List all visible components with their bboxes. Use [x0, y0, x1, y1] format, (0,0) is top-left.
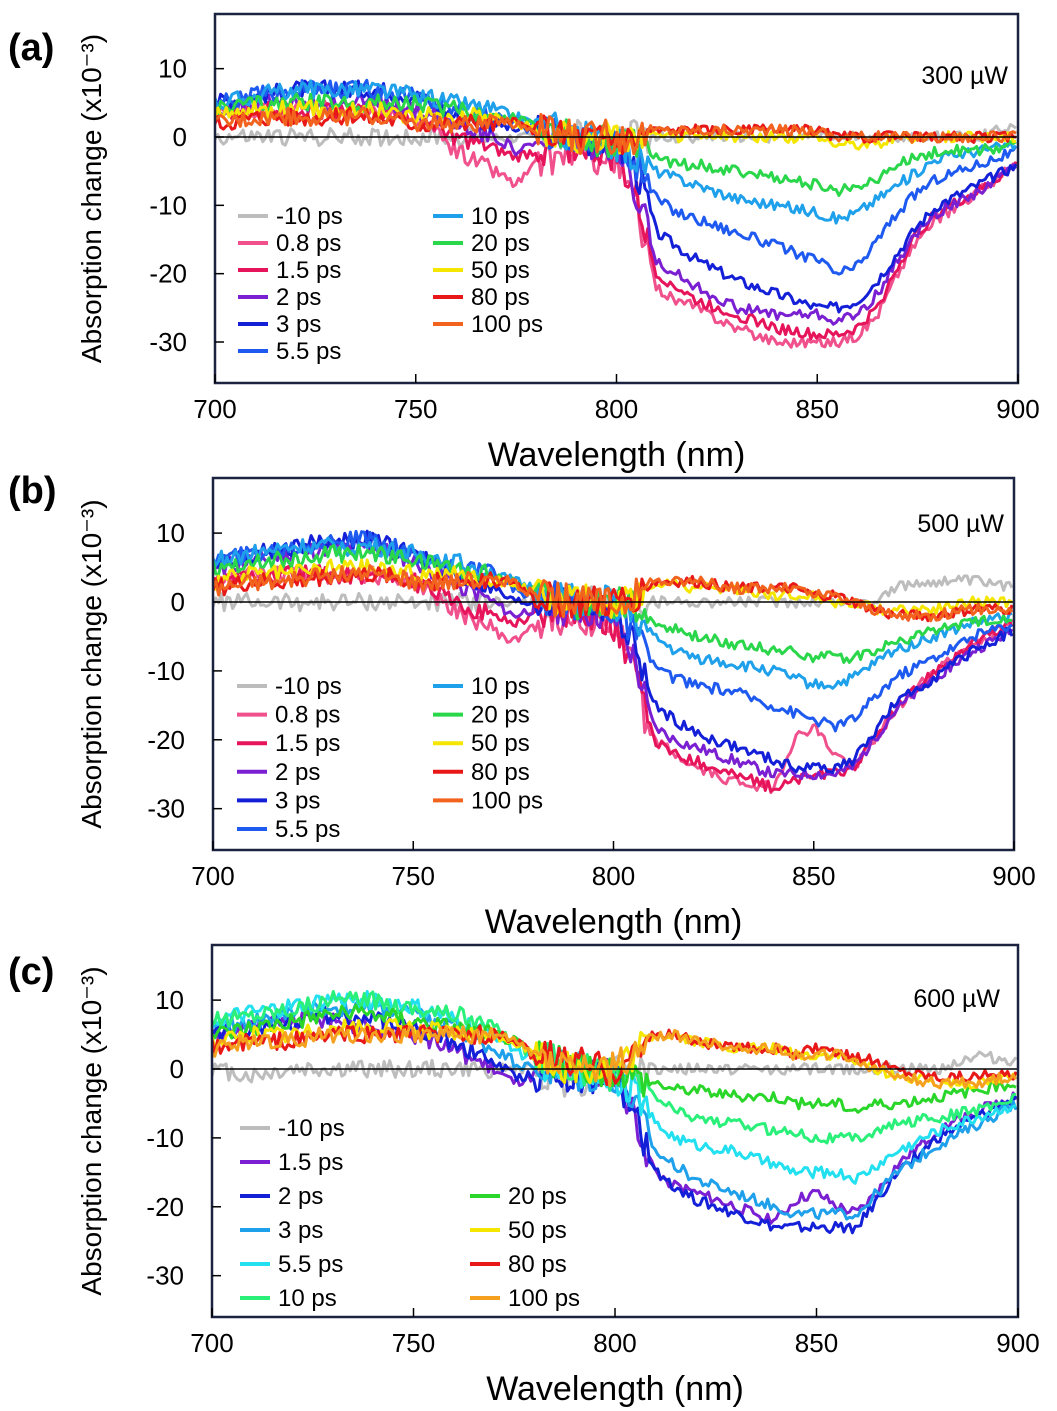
legend-label: 5.5 ps: [278, 1251, 343, 1278]
x-axis-title: Wavelength (nm): [488, 436, 746, 474]
legend-label: 10 ps: [471, 203, 530, 230]
y-tick-label: -10: [147, 656, 185, 686]
legend-label: 80 ps: [471, 284, 530, 311]
x-tick-label: 700: [191, 861, 234, 891]
legend-label: 2 ps: [275, 759, 320, 786]
legend-label: -10 ps: [275, 673, 342, 700]
x-tick-label: 700: [193, 394, 236, 424]
legend-label: 2 ps: [276, 284, 321, 311]
x-tick-label: 850: [795, 1328, 838, 1358]
panel-label: (b): [8, 470, 57, 512]
legend-label: 5.5 ps: [276, 338, 341, 365]
legend-label: 1.5 ps: [276, 257, 341, 284]
series-line-6: [212, 990, 1017, 1145]
x-axis-title: Wavelength (nm): [485, 903, 743, 941]
legend-label: 3 ps: [278, 1217, 323, 1244]
x-tick-label: 900: [992, 861, 1035, 891]
power-annotation: 500 µW: [917, 510, 1004, 538]
x-tick-label: 750: [392, 1328, 435, 1358]
plot-frame: [211, 476, 1016, 852]
x-tick-label: 850: [796, 394, 839, 424]
legend-label: 80 ps: [508, 1251, 567, 1278]
power-annotation: 600 µW: [913, 985, 1000, 1013]
series-group: [212, 990, 1018, 1235]
legend-label: 1.5 ps: [278, 1149, 343, 1176]
legend-label: 50 ps: [471, 257, 530, 284]
series-line-11: [213, 564, 1014, 623]
legend-label: 2 ps: [278, 1183, 323, 1210]
series-line-6: [213, 529, 1013, 733]
y-tick-label: 10: [155, 985, 184, 1015]
series-line-4: [212, 997, 1018, 1221]
y-tick-label: 0: [170, 1054, 184, 1084]
legend-label: 100 ps: [508, 1285, 580, 1312]
legend-label: 5.5 ps: [275, 816, 340, 843]
y-tick-label: 10: [158, 54, 187, 84]
legend-label: 50 ps: [508, 1217, 567, 1244]
legend: -10 ps0.8 ps1.5 ps2 ps3 ps5.5 ps 10 ps20 …: [238, 203, 543, 365]
x-tick-label: 800: [593, 1328, 636, 1358]
legend-label: 10 ps: [278, 1285, 337, 1312]
y-tick-label: 10: [156, 518, 185, 548]
y-tick-label: -30: [149, 327, 187, 357]
legend-label: 1.5 ps: [275, 730, 340, 757]
legend-label: 20 ps: [471, 230, 530, 257]
y-axis-title: Absorption change (x10⁻³): [76, 966, 107, 1295]
legend-label: 20 ps: [471, 702, 530, 729]
legend: -10 ps 1.5 ps 2 ps 3 ps 5.5 ps 10 ps 20 ps 50 p…: [240, 1115, 580, 1312]
legend-label: 10 ps: [471, 673, 530, 700]
y-axis-title: Absorption change (x10⁻³): [76, 499, 107, 828]
chart-panel-1: 700 750 800 850 900 10 0 -10 -20 -30 Wavelength (n…: [8, 12, 1040, 474]
panel-label: (a): [8, 27, 54, 69]
legend-label: 100 ps: [471, 787, 543, 814]
y-tick-label: -20: [149, 259, 187, 289]
y-axis-title: Absorption change (x10⁻³): [76, 34, 107, 363]
series-line-3: [213, 564, 1014, 793]
legend-label: 0.8 ps: [275, 702, 340, 729]
panel-label: (c): [8, 951, 54, 993]
series-line-11: [215, 106, 1017, 156]
x-axis-title: Wavelength (nm): [486, 1370, 744, 1408]
x-tick-label: 900: [996, 394, 1039, 424]
y-tick-label: -20: [147, 725, 185, 755]
plot-frame: [213, 12, 1020, 385]
legend-label: 3 ps: [275, 787, 320, 814]
series-line-10: [212, 1025, 1018, 1090]
x-tick-label: 850: [792, 861, 835, 891]
chart-panel-3: 700 750 800 850 900 10 0 -10 -20 -30 Wavelength (n…: [8, 943, 1040, 1408]
y-tick-label: -20: [146, 1192, 184, 1222]
legend-label: -10 ps: [276, 203, 343, 230]
legend-label: 80 ps: [471, 759, 530, 786]
y-tick-label: -30: [147, 794, 185, 824]
x-tick-label: 900: [996, 1328, 1039, 1358]
y-tick-label: -10: [149, 190, 187, 220]
x-tick-label: 800: [592, 861, 635, 891]
legend-label: 100 ps: [471, 311, 543, 338]
x-tick-label: 800: [595, 394, 638, 424]
x-tick-label: 700: [190, 1328, 233, 1358]
power-annotation: 300 µW: [921, 62, 1008, 90]
legend-label: 20 ps: [508, 1183, 567, 1210]
legend: -10 ps0.8 ps1.5 ps2 ps3 ps5.5 ps 10 ps20 …: [237, 673, 543, 843]
y-tick-label: -10: [146, 1123, 184, 1153]
legend-label: -10 ps: [278, 1115, 345, 1142]
legend-label: 50 ps: [471, 730, 530, 757]
legend-label: 3 ps: [276, 311, 321, 338]
y-tick-label: -30: [146, 1261, 184, 1291]
chart-panel-2: 700 750 800 850 900 10 0 -10 -20 -30 Wavelength (n…: [8, 470, 1036, 941]
y-tick-label: 0: [171, 587, 185, 617]
x-tick-label: 750: [394, 394, 437, 424]
x-tick-label: 750: [392, 861, 435, 891]
y-tick-label: 0: [173, 122, 187, 152]
legend-label: 0.8 ps: [276, 230, 341, 257]
